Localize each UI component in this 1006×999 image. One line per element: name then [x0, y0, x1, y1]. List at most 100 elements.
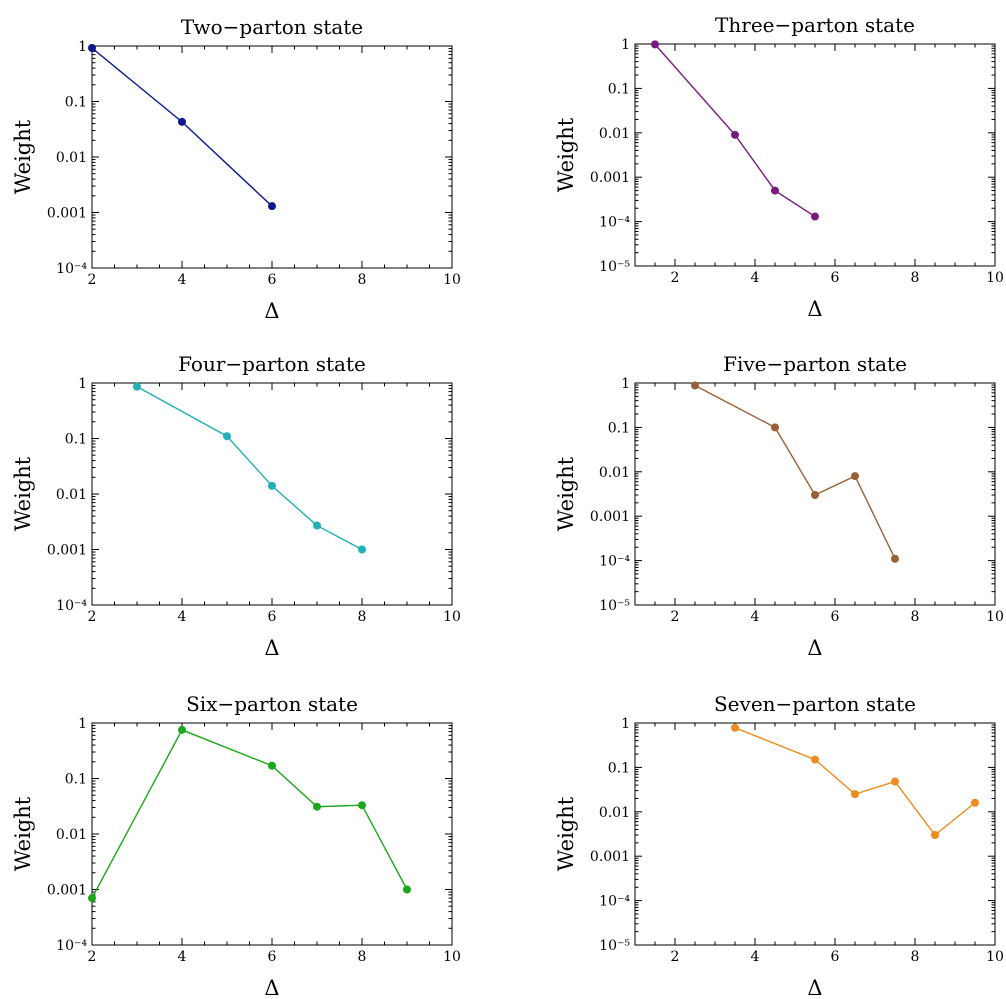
data-point: [268, 481, 276, 490]
y-tick-label: 1: [78, 716, 87, 732]
y-tick-label: 0.001: [590, 170, 630, 186]
y-tick-label: 0.01: [56, 150, 87, 166]
panel-6: Seven−parton state Δ Weight 2 4 6 8 10 1 0.1 0.01 0…: [554, 692, 1004, 999]
x-axis-label: Δ: [264, 299, 279, 323]
chart-title: Six−parton state: [186, 692, 358, 716]
chart-title: Three−parton state: [715, 13, 915, 37]
x-axis-label: Δ: [807, 976, 822, 999]
data-point: [851, 472, 859, 481]
x-tick-label: 6: [268, 272, 277, 288]
data-point: [731, 723, 739, 732]
data-point: [313, 521, 321, 530]
data-point: [691, 381, 699, 390]
y-tick-label: 0.1: [608, 760, 630, 776]
x-tick-label: 6: [268, 609, 277, 625]
data-point: [811, 491, 819, 500]
chart-title: Four−parton state: [178, 352, 366, 376]
data-point: [268, 202, 276, 211]
x-tick-label: 10: [986, 609, 1004, 625]
y-tick-label: 1: [78, 39, 87, 55]
data-point: [313, 802, 321, 811]
series-line: [734, 727, 976, 837]
x-tick-label: 4: [178, 949, 187, 965]
panel-3: Four−parton state Δ Weight 2 4 6 8 10 1 0.1 0.01 0.…: [11, 352, 461, 660]
chart-title: Seven−parton state: [714, 692, 916, 716]
x-axis-label: Δ: [264, 976, 279, 999]
x-tick-label: 10: [443, 272, 461, 288]
ticks: [634, 43, 996, 267]
data-point: [88, 44, 96, 53]
data-point: [268, 761, 276, 770]
x-tick-label: 6: [831, 949, 840, 965]
y-tick-label: 0.1: [608, 420, 630, 436]
y-tick-label: 1: [621, 37, 630, 53]
data-point: [178, 725, 186, 734]
series-line: [91, 729, 408, 899]
x-tick-label: 2: [671, 609, 680, 625]
y-tick-label: 10⁻⁴: [599, 554, 630, 570]
data-point: [358, 801, 366, 810]
data-point: [88, 894, 96, 903]
plot-frame: [634, 43, 996, 267]
y-tick-label: 10⁻⁴: [599, 215, 630, 231]
data-point: [358, 545, 366, 554]
y-axis-label: Weight: [11, 796, 35, 871]
data-point: [771, 423, 779, 432]
y-tick-label: 0.001: [47, 883, 87, 899]
y-axis-label: Weight: [554, 456, 578, 531]
y-axis-label: Weight: [554, 117, 578, 192]
ticks: [91, 45, 453, 269]
x-tick-label: 4: [178, 272, 187, 288]
data-point: [891, 554, 899, 563]
x-tick-label: 6: [268, 949, 277, 965]
series-line: [136, 386, 363, 551]
plot-frame: [91, 722, 453, 946]
data-point: [178, 117, 186, 126]
y-tick-label: 1: [78, 376, 87, 392]
data-point: [811, 755, 819, 764]
y-tick-label: 0.01: [599, 805, 630, 821]
series-line: [91, 47, 273, 207]
y-tick-label: 10⁻⁵: [599, 938, 630, 954]
x-tick-label: 10: [443, 609, 461, 625]
chart-title: Two−parton state: [181, 15, 363, 39]
y-tick-label: 10⁻⁴: [599, 894, 630, 910]
x-tick-label: 8: [911, 270, 920, 286]
plot-frame: [91, 45, 453, 269]
ticks: [634, 382, 996, 606]
ticks: [91, 722, 453, 946]
data-point: [851, 790, 859, 799]
y-tick-label: 0.001: [590, 849, 630, 865]
ticks: [91, 382, 453, 606]
plot-frame: [91, 382, 453, 606]
panel-4: Five−parton state Δ Weight 2 4 6 8 10 1 0.1 0.01 0.…: [554, 352, 1004, 660]
x-axis-label: Δ: [264, 636, 279, 660]
y-tick-label: 0.001: [47, 206, 87, 222]
y-tick-label: 0.001: [590, 509, 630, 525]
y-tick-label: 0.1: [65, 95, 87, 111]
x-tick-label: 6: [831, 609, 840, 625]
x-tick-label: 8: [911, 609, 920, 625]
data-point: [771, 186, 779, 195]
series-line: [654, 43, 816, 218]
panel-5: Six−parton state Δ Weight 2 4 6 8 10 1 0.1 0.01 0.0…: [11, 692, 461, 999]
data-point: [651, 40, 659, 49]
data-point: [133, 382, 141, 391]
x-tick-label: 10: [443, 949, 461, 965]
y-tick-label: 1: [621, 716, 630, 732]
x-tick-label: 8: [358, 949, 367, 965]
x-tick-label: 4: [751, 949, 760, 965]
y-tick-label: 0.001: [47, 543, 87, 559]
x-tick-label: 8: [358, 609, 367, 625]
y-tick-label: 0.01: [599, 465, 630, 481]
x-axis-label: Δ: [807, 297, 822, 321]
x-tick-label: 6: [831, 270, 840, 286]
y-tick-label: 0.01: [599, 126, 630, 142]
y-tick-label: 10⁻⁴: [56, 261, 87, 277]
y-axis-label: Weight: [11, 119, 35, 194]
x-tick-label: 4: [751, 609, 760, 625]
ticks: [634, 722, 996, 946]
y-tick-label: 0.1: [608, 81, 630, 97]
x-tick-label: 2: [671, 949, 680, 965]
y-axis-label: Weight: [11, 456, 35, 531]
